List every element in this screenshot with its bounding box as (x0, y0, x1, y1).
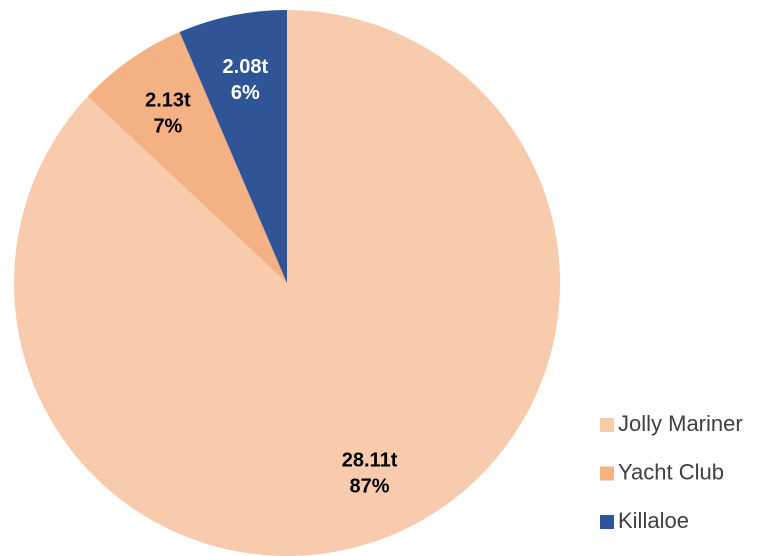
data-label: 2.13t (145, 89, 191, 111)
legend-swatch (600, 418, 614, 432)
legend-label: Yacht Club (618, 459, 724, 484)
legend-swatch (600, 466, 614, 481)
legend-label: Killaloe (618, 508, 689, 533)
percentage-label: 87% (350, 476, 390, 498)
legend-swatch (600, 515, 614, 529)
legend-label: Jolly Mariner (618, 411, 743, 436)
percentage-label: 6% (231, 82, 260, 104)
pie-slice (179, 10, 287, 283)
data-label: 2.08t (223, 56, 269, 78)
pie-slice (87, 32, 288, 284)
data-label: 28.11t (342, 450, 398, 472)
percentage-label: 7% (153, 115, 182, 137)
